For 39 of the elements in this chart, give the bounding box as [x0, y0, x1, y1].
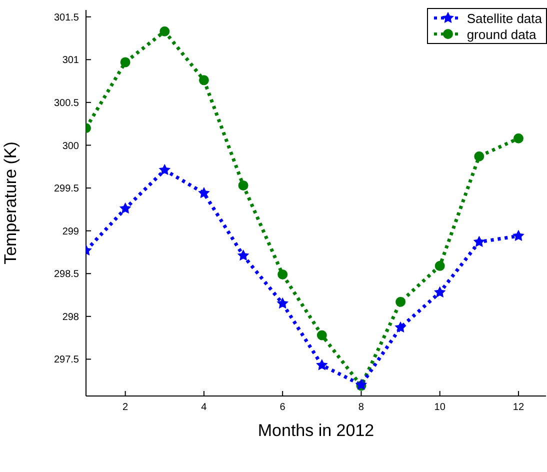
- y-axis-title: Temperature (K): [1, 142, 20, 264]
- point: [198, 75, 209, 86]
- y-tick-label: 298: [62, 312, 80, 323]
- point: [316, 360, 327, 370]
- point: [474, 151, 484, 162]
- x-tick-label: 8: [358, 402, 364, 414]
- x-axis-title: Months in 2012: [258, 421, 374, 440]
- point: [198, 188, 209, 198]
- y-tick-label: 299.5: [54, 184, 80, 195]
- point: [120, 57, 130, 68]
- y-tick-label: 300.5: [54, 98, 80, 109]
- point: [120, 203, 130, 213]
- point: [278, 298, 288, 308]
- point: [474, 236, 484, 246]
- x-tick-label: 12: [512, 402, 524, 414]
- point: [238, 250, 248, 260]
- point: [278, 269, 288, 280]
- point: [396, 322, 406, 332]
- x-tick-label: 4: [201, 402, 208, 414]
- y-tick-label: 301.5: [54, 12, 80, 24]
- y-tick-label: 300: [62, 140, 80, 152]
- point: [396, 296, 406, 307]
- point: [160, 164, 170, 174]
- point: [434, 260, 445, 271]
- point: [316, 330, 327, 340]
- point: [513, 133, 524, 144]
- x-tick-label: 10: [434, 402, 446, 414]
- x-tick-label: 6: [280, 402, 286, 414]
- point: [238, 180, 248, 190]
- point: [160, 26, 170, 36]
- y-tick-label: 298.5: [54, 269, 80, 280]
- y-tick-label: 301: [62, 55, 80, 66]
- point: [434, 287, 445, 297]
- y-tick-label: 297.5: [54, 354, 80, 366]
- x-tick-label: 2: [122, 402, 129, 414]
- legend-label: ground data: [466, 26, 536, 42]
- y-tick-label: 299: [62, 226, 80, 238]
- legend-label: Satellite data: [466, 10, 542, 26]
- point: [513, 230, 524, 240]
